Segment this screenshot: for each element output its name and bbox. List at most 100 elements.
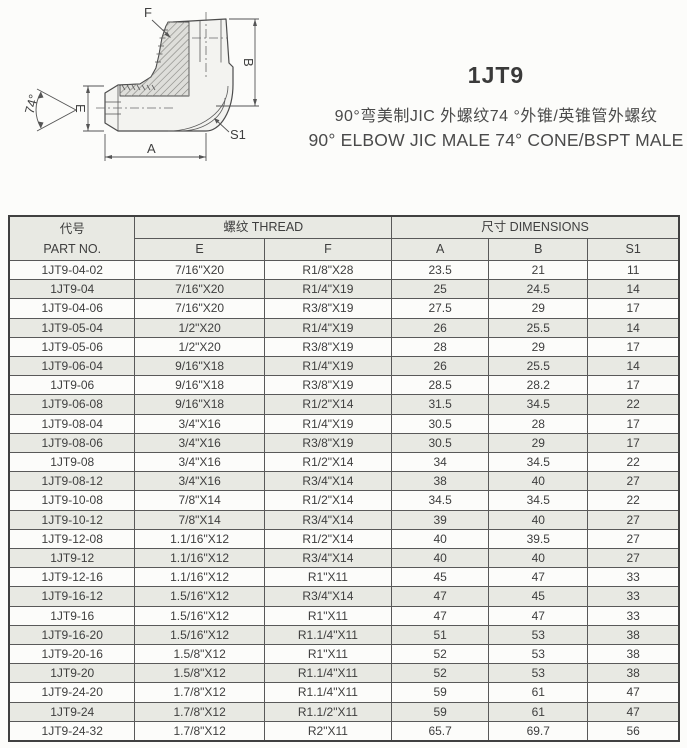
cell-s1: 14 [587, 356, 680, 377]
cell-f: R3/4"X14 [263, 586, 393, 607]
cell-b: 40 [488, 548, 589, 569]
cell-part-no: 1JT9-12 [8, 548, 136, 569]
col-header-e: E [134, 238, 265, 261]
cell-part-no: 1JT9-16-12 [8, 586, 136, 607]
thread-ticks-horizontal [121, 84, 156, 91]
subtitle-english: 90° ELBOW JIC MALE 74° CONE/BSPT MALE [308, 130, 684, 150]
cell-f: R1/2"X14 [263, 490, 393, 511]
cell-part-no: 1JT9-20 [8, 663, 136, 684]
cell-part-no: 1JT9-12-08 [8, 528, 136, 550]
cell-part-no: 1JT9-08-12 [8, 471, 136, 492]
cell-f: R3/4"X14 [263, 471, 393, 492]
table-row: 1JT9-24 1.7/8"X12 R1.1/2"X11 59 61 47 [8, 701, 680, 722]
cell-s1: 33 [587, 605, 680, 626]
cell-e: 7/16"X20 [134, 298, 265, 319]
cell-b: 34.5 [488, 452, 589, 473]
cell-e: 1/2"X20 [134, 317, 265, 338]
cell-b: 29 [488, 336, 589, 358]
table-body: 1JT9-04-02 7/16"X20 R1/8"X28 23.5 21 11 1JT9-0… [8, 259, 680, 742]
cell-a: 39 [391, 509, 490, 530]
cell-b: 45 [488, 586, 589, 607]
cell-s1: 38 [587, 624, 680, 646]
cell-f: R1"X11 [263, 605, 393, 626]
cell-s1: 27 [587, 471, 680, 492]
cell-a: 27.5 [391, 298, 490, 319]
cell-s1: 27 [587, 548, 680, 569]
cell-e: 7/16"X20 [134, 259, 265, 281]
table-row: 1JT9-04-06 7/16"X20 R3/8"X19 27.5 29 17 [8, 298, 680, 319]
cell-b: 53 [488, 644, 589, 665]
cell-f: R3/4"X14 [263, 548, 393, 569]
dim-label-f: F [144, 5, 152, 20]
table-row: 1JT9-20 1.5/8"X12 R1.1/4"X11 52 53 38 [8, 663, 680, 684]
cell-a: 51 [391, 624, 490, 646]
dim-label-b: B [241, 58, 256, 67]
cell-s1: 27 [587, 509, 680, 530]
cell-a: 30.5 [391, 413, 490, 434]
header-row-groups: 代号 PART NO. 螺纹 THREAD 尺寸 DIMENSIONS [8, 215, 680, 261]
cell-e: 3/4"X16 [134, 413, 265, 434]
dim-label-e: E [73, 104, 88, 113]
cell-s1: 17 [587, 375, 680, 396]
cell-part-no: 1JT9-16-20 [8, 624, 136, 646]
cell-f: R3/8"X19 [263, 336, 393, 358]
cell-b: 47 [488, 605, 589, 626]
cell-a: 47 [391, 586, 490, 607]
cell-a: 30.5 [391, 432, 490, 454]
cell-s1: 17 [587, 413, 680, 434]
cell-e: 1.5/16"X12 [134, 586, 265, 607]
table-row: 1JT9-24-20 1.7/8"X12 R1.1/4"X11 59 61 47 [8, 682, 680, 703]
table-row: 1JT9-08-12 3/4"X16 R3/4"X14 38 40 27 [8, 471, 680, 492]
table-row: 1JT9-04-02 7/16"X20 R1/8"X28 23.5 21 11 [8, 259, 680, 281]
cell-f: R1/4"X19 [263, 413, 393, 434]
cell-s1: 22 [587, 490, 680, 511]
cell-s1: 17 [587, 336, 680, 358]
cell-a: 31.5 [391, 394, 490, 415]
table-row: 1JT9-10-08 7/8"X14 R1/2"X14 34.5 34.5 22 [8, 490, 680, 511]
cell-e: 1.5/16"X12 [134, 624, 265, 646]
cell-b: 34.5 [488, 490, 589, 511]
cell-part-no: 1JT9-06-08 [8, 394, 136, 415]
cell-e: 3/4"X16 [134, 471, 265, 492]
cell-e: 1.1/16"X12 [134, 548, 265, 569]
subtitle-chinese: 90°弯美制JIC 外螺纹74 °外锥/英锥管外螺纹 [334, 108, 658, 125]
cell-e: 7/16"X20 [134, 279, 265, 300]
table-row: 1JT9-20-16 1.5/8"X12 R1"X11 52 53 38 [8, 644, 680, 665]
table-row: 1JT9-06-08 9/16"X18 R1/2"X14 31.5 34.5 22 [8, 394, 680, 415]
cell-part-no: 1JT9-24-32 [8, 720, 136, 742]
col-group-thread: 螺纹 THREAD [134, 215, 393, 239]
cell-s1: 17 [587, 432, 680, 454]
cell-e: 1/2"X20 [134, 336, 265, 358]
cell-e: 7/8"X14 [134, 509, 265, 530]
cell-s1: 17 [587, 298, 680, 319]
cell-a: 25 [391, 279, 490, 300]
cell-a: 47 [391, 605, 490, 626]
cell-f: R3/8"X19 [263, 432, 393, 454]
cell-s1: 38 [587, 644, 680, 665]
cell-b: 53 [488, 663, 589, 684]
table-row: 1JT9-16-12 1.5/16"X12 R3/4"X14 47 45 33 [8, 586, 680, 607]
technical-drawing: F B E 74° A S1 [22, 5, 259, 161]
table-row: 1JT9-16-20 1.5/16"X12 R1.1/4"X11 51 53 38 [8, 624, 680, 646]
cell-part-no: 1JT9-10-12 [8, 509, 136, 530]
cell-f: R3/8"X19 [263, 298, 393, 319]
cell-a: 23.5 [391, 259, 490, 281]
dim-label-a: A [147, 141, 156, 156]
cell-b: 61 [488, 682, 589, 703]
cell-b: 25.5 [488, 317, 589, 338]
cell-s1: 11 [587, 259, 680, 281]
cell-e: 1.5/16"X12 [134, 605, 265, 626]
cell-a: 26 [391, 317, 490, 338]
col-header-a: A [391, 238, 490, 261]
cell-a: 45 [391, 567, 490, 588]
cell-e: 7/8"X14 [134, 490, 265, 511]
page-title: 1JT9 [467, 62, 525, 88]
cell-f: R1/2"X14 [263, 528, 393, 550]
table-row: 1JT9-04 7/16"X20 R1/4"X19 25 24.5 14 [8, 279, 680, 300]
cell-s1: 38 [587, 663, 680, 684]
cell-b: 69.7 [488, 720, 589, 742]
cell-a: 34 [391, 452, 490, 473]
cell-e: 9/16"X18 [134, 394, 265, 415]
cell-part-no: 1JT9-04 [8, 279, 136, 300]
cell-b: 53 [488, 624, 589, 646]
